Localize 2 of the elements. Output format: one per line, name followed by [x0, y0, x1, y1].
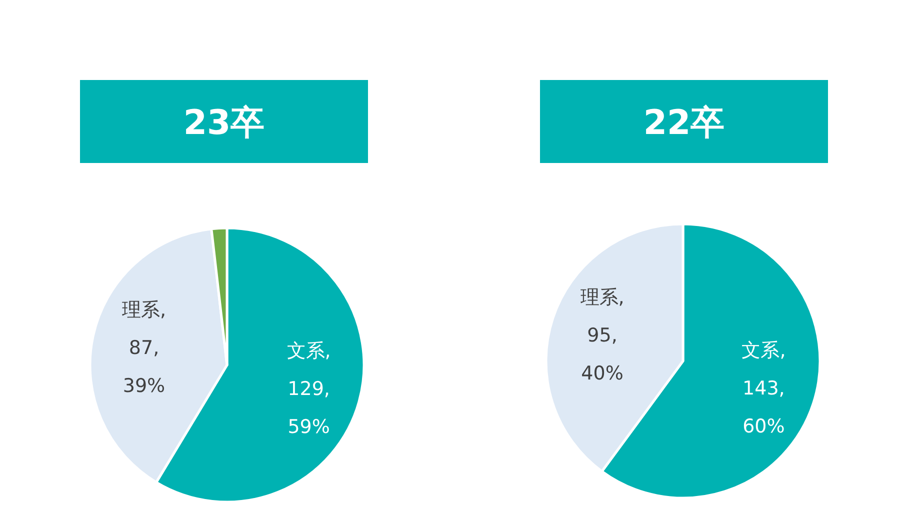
title: 22卒	[643, 103, 725, 143]
title: 23卒	[183, 103, 265, 143]
